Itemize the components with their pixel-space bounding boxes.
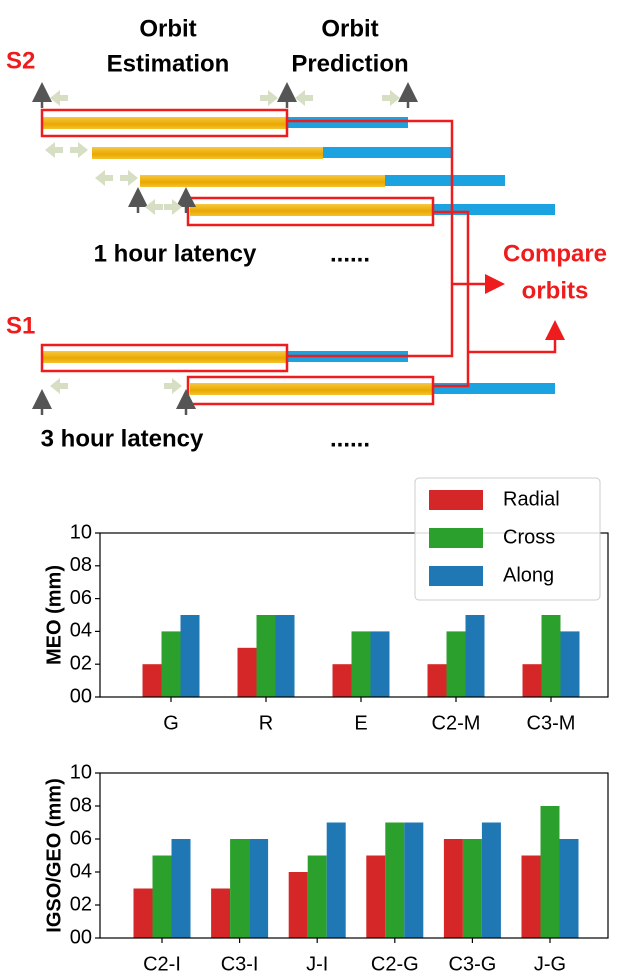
bar: [559, 839, 579, 938]
x-tick-label: C2-G: [371, 953, 419, 975]
y-axis-label: MEO (mm): [43, 565, 65, 665]
bar: [446, 631, 466, 697]
prediction-label: Orbit: [321, 15, 378, 42]
y-tick-label: 10: [70, 521, 92, 543]
x-tick-label: G: [163, 712, 179, 734]
bar: [427, 664, 447, 697]
s2-label: S2: [6, 47, 35, 74]
axes-frame: [99, 772, 609, 939]
compare-label: orbits: [522, 277, 589, 304]
connectors: [40, 108, 565, 406]
bar: [385, 822, 405, 938]
bar: [332, 664, 352, 697]
diagram: Orbit Estimation Orbit Prediction S2 S1 …: [6, 15, 607, 452]
y-tick-label: 02: [70, 652, 92, 674]
window-arrows: [45, 90, 400, 394]
y-tick-label: 04: [70, 860, 92, 882]
compare-label: Compare: [503, 240, 607, 267]
axes-frame: [99, 532, 609, 698]
bar: [465, 615, 485, 697]
bar: [560, 631, 580, 697]
legend-swatch: [429, 566, 483, 586]
y-tick-label: 06: [70, 827, 92, 849]
x-tick-label: C2-I: [143, 953, 181, 975]
bar: [288, 872, 308, 938]
bar: [522, 664, 542, 697]
bar: [133, 888, 153, 938]
bar: [540, 806, 560, 938]
y-tick-label: 00: [70, 685, 92, 707]
bar: [351, 631, 371, 697]
y-tick-label: 08: [70, 794, 92, 816]
latency-label: 1 hour latency: [94, 240, 257, 267]
bar: [521, 855, 541, 938]
x-tick-label: J-I: [306, 953, 328, 975]
bar: [326, 822, 346, 938]
legend-swatch: [429, 490, 483, 510]
bar: [180, 615, 200, 697]
s1-label: S1: [6, 312, 35, 339]
bar: [249, 839, 269, 938]
legend-label: Radial: [503, 488, 560, 510]
bar: [152, 855, 172, 938]
bar: [366, 855, 386, 938]
bar: [443, 839, 463, 938]
bar: [307, 855, 327, 938]
legend-label: Along: [503, 564, 554, 586]
x-tick-label: C3-I: [221, 953, 259, 975]
bar: [161, 631, 181, 697]
bar: [230, 839, 250, 938]
x-tick-label: E: [354, 712, 367, 734]
x-tick-label: R: [259, 712, 273, 734]
y-tick-label: 08: [70, 554, 92, 576]
time-arrows: [32, 82, 418, 415]
y-axis-label: IGSO/GEO (mm): [43, 778, 65, 932]
bar: [275, 615, 295, 697]
bar: [142, 664, 162, 697]
prediction-label: Prediction: [291, 50, 408, 77]
bar: [211, 888, 231, 938]
bar: [237, 647, 257, 697]
estimation-label: Orbit: [139, 15, 196, 42]
legend-label: Cross: [503, 526, 555, 548]
bar: [481, 822, 501, 938]
latency-label: 3 hour latency: [41, 425, 204, 452]
x-tick-label: C3-G: [449, 953, 497, 975]
y-tick-label: 00: [70, 926, 92, 948]
bar: [256, 615, 276, 697]
ellipsis: ......: [330, 425, 370, 452]
x-tick-label: C2-M: [432, 712, 481, 734]
y-tick-label: 10: [70, 761, 92, 783]
y-tick-label: 04: [70, 620, 92, 642]
bar: [171, 839, 191, 938]
bar: [404, 822, 424, 938]
estimation-label: Estimation: [107, 50, 230, 77]
ellipsis: ......: [330, 240, 370, 267]
bar: [370, 631, 390, 697]
x-tick-label: J-G: [534, 953, 566, 975]
y-tick-label: 02: [70, 893, 92, 915]
legend-swatch: [429, 528, 483, 548]
x-tick-label: C3-M: [527, 712, 576, 734]
y-tick-label: 06: [70, 587, 92, 609]
bar: [462, 839, 482, 938]
bar: [541, 615, 561, 697]
